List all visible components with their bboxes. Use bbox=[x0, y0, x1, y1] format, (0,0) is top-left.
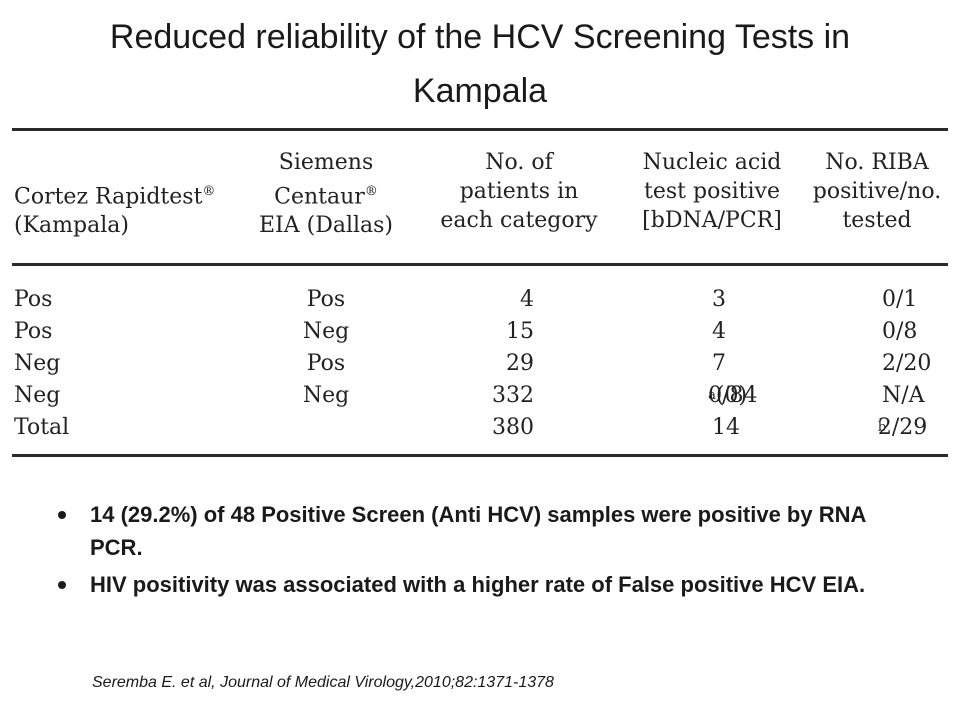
table-row: Pos Pos 4 3 0/1 bbox=[12, 284, 948, 316]
results-table: Cortez Rapidtest® (Kampala) Siemens Cent… bbox=[12, 124, 948, 460]
bullet-text: 14 (29.2%) of 48 Positive Screen (Anti H… bbox=[90, 502, 866, 560]
header-cortez: Cortez Rapidtest® (Kampala) bbox=[14, 177, 215, 240]
bullet-list: 14 (29.2%) of 48 Positive Screen (Anti H… bbox=[58, 498, 878, 605]
slide-title: Reduced reliability of the HCV Screening… bbox=[40, 10, 920, 118]
header-patients: No. of patients in each category bbox=[434, 148, 604, 235]
table-body: Pos Pos 4 3 0/1 Pos Neg 15 4 0/8 Neg Pos… bbox=[12, 284, 948, 444]
cell-siemens: Neg bbox=[302, 383, 350, 408]
cell-siemens: Pos bbox=[306, 351, 346, 376]
cell-riba-value: 2/20 bbox=[882, 351, 932, 376]
header-cortez-line-1: Cortez Rapidtest bbox=[14, 184, 203, 210]
cell-riba: 2/29 b bbox=[832, 412, 932, 449]
header-siemens-line-2: Centaur bbox=[274, 184, 365, 210]
table-bottom-rule bbox=[12, 454, 948, 457]
cell-nucleic-value: 3 bbox=[712, 287, 726, 312]
cell-nucleic-value: 14 bbox=[712, 415, 740, 440]
footnote-marker-a: a bbox=[708, 388, 716, 403]
cell-patients: 332 bbox=[492, 383, 534, 408]
cell-cortez: Neg bbox=[14, 383, 61, 408]
cell-riba-value: 2/29 bbox=[877, 415, 928, 440]
cell-riba-value: N/A bbox=[882, 383, 925, 408]
header-riba: No. RIBA positive/no. tested bbox=[812, 148, 942, 235]
header-siemens-line-1: Siemens bbox=[278, 150, 374, 175]
table-top-rule bbox=[12, 128, 948, 131]
cell-cortez: Total bbox=[14, 415, 70, 440]
cell-cortez: Pos bbox=[14, 319, 53, 344]
header-nucleic-line-3: [bDNA/PCR] bbox=[642, 208, 782, 233]
bullet-item: 14 (29.2%) of 48 Positive Screen (Anti H… bbox=[58, 498, 878, 564]
cell-nucleic-tail: (0) bbox=[715, 383, 748, 408]
header-cortez-line-2: (Kampala) bbox=[14, 213, 129, 239]
table-row: Neg Neg 332 0/84 a (0) N/A bbox=[12, 380, 948, 412]
table-header-rule bbox=[12, 263, 948, 266]
cell-patients: 15 bbox=[506, 319, 534, 344]
slide-title-line-1: Reduced reliability of the HCV Screening… bbox=[109, 18, 851, 56]
bullet-item: HIV positivity was associated with a hig… bbox=[58, 568, 878, 601]
cell-siemens: Neg bbox=[302, 319, 350, 344]
header-siemens: Siemens Centaur® EIA (Dallas) bbox=[246, 148, 406, 240]
registered-mark: ® bbox=[364, 184, 378, 199]
header-riba-line-1: No. RIBA bbox=[825, 150, 929, 175]
header-nucleic-line-1: Nucleic acid bbox=[642, 150, 782, 175]
bullet-dot-icon bbox=[58, 511, 66, 519]
header-nucleic: Nucleic acid test positive [bDNA/PCR] bbox=[627, 148, 797, 235]
registered-mark: ® bbox=[202, 184, 216, 199]
table-row: Neg Pos 29 7 2/20 bbox=[12, 348, 948, 380]
table-row-total: Total 380 14 2/29 b bbox=[12, 412, 948, 444]
cell-nucleic-value: 4 bbox=[712, 319, 726, 344]
header-patients-line-2: patients in bbox=[459, 179, 579, 204]
cell-patients: 380 bbox=[492, 415, 534, 440]
table-row: Pos Neg 15 4 0/8 bbox=[12, 316, 948, 348]
bullet-dot-icon bbox=[58, 581, 66, 589]
cell-patients: 4 bbox=[520, 287, 534, 312]
cell-riba-value: 0/1 bbox=[882, 287, 918, 312]
slide-title-line-2: Kampala bbox=[412, 72, 548, 110]
header-nucleic-line-2: test positive bbox=[644, 179, 780, 204]
cell-riba-value: 0/8 bbox=[882, 319, 918, 344]
footnote-marker-b: b bbox=[877, 420, 887, 435]
cell-nucleic-value: 0/84 bbox=[708, 383, 758, 408]
cell-nucleic-value: 7 bbox=[712, 351, 726, 376]
header-patients-line-3: each category bbox=[440, 208, 598, 233]
cell-nucleic: 0/84 a (0) bbox=[632, 380, 792, 417]
cell-patients: 29 bbox=[506, 351, 534, 376]
bullet-text: HIV positivity was associated with a hig… bbox=[90, 572, 866, 597]
cell-cortez: Pos bbox=[14, 287, 53, 312]
cell-cortez: Neg bbox=[14, 351, 61, 376]
header-riba-line-2: positive/no. bbox=[812, 179, 942, 204]
header-siemens-line-3: EIA (Dallas) bbox=[258, 213, 394, 239]
citation: Seremba E. et al, Journal of Medical Vir… bbox=[92, 674, 554, 691]
header-riba-line-3: tested bbox=[842, 208, 912, 233]
cell-siemens: Pos bbox=[306, 287, 346, 312]
header-patients-line-1: No. of bbox=[485, 150, 553, 175]
